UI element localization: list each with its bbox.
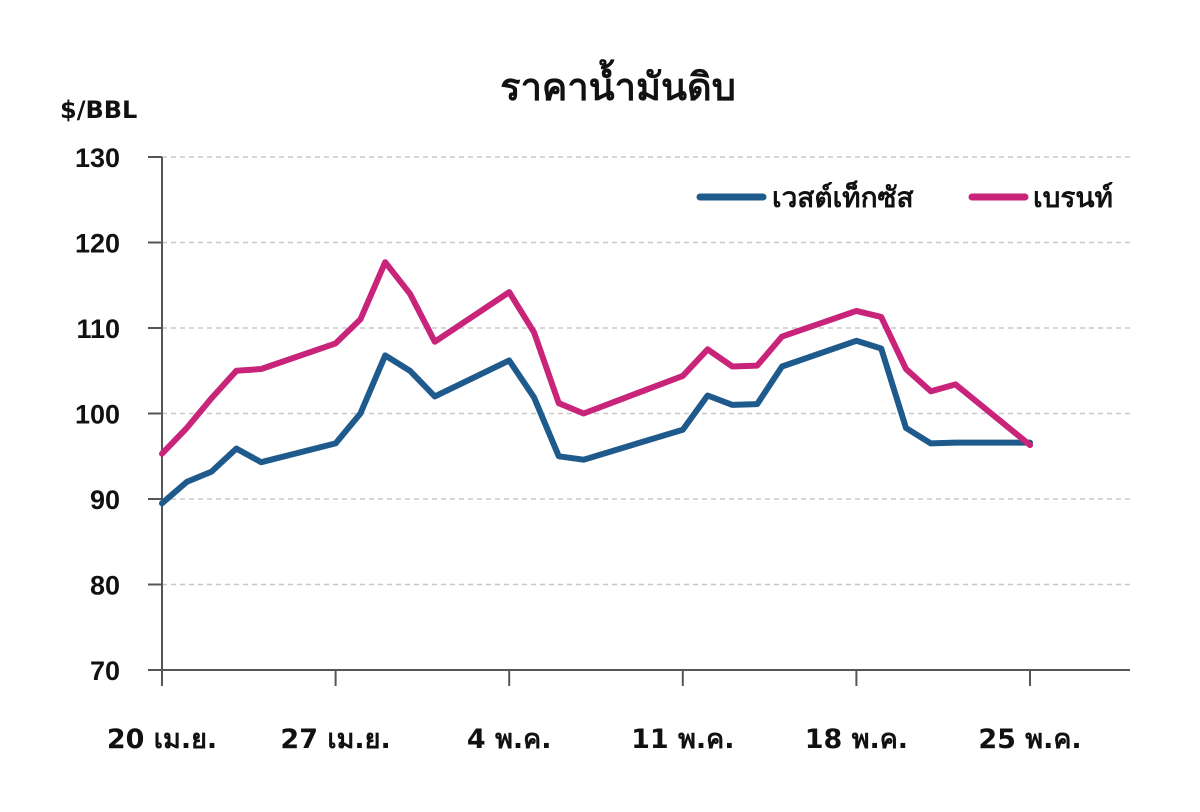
x-tick-label: 20 เม.ย. bbox=[107, 724, 217, 755]
x-axis-tick-labels: 20 เม.ย. 27 เม.ย. 4 พ.ค. 11 พ.ค. 18 พ.ค. 25 พ… bbox=[107, 724, 1082, 755]
x-tick-label: 4 พ.ค. bbox=[467, 724, 552, 755]
x-tick-label: 11 พ.ค. bbox=[631, 724, 734, 755]
y-tick-label: 110 bbox=[76, 314, 120, 344]
legend: เวสต์เท็กซัส เบรนท์ bbox=[696, 180, 1113, 214]
x-tick-label: 27 เม.ย. bbox=[280, 724, 390, 755]
axes bbox=[148, 156, 1130, 686]
y-tick-label: 70 bbox=[90, 656, 120, 686]
y-axis-tick-labels: 70 80 90 100 110 120 130 bbox=[75, 143, 120, 686]
x-tick-label: 25 พ.ค. bbox=[978, 724, 1081, 755]
y-tick-label: 130 bbox=[75, 143, 120, 173]
gridlines bbox=[162, 156, 1130, 586]
legend-label-brent: เบรนท์ bbox=[1033, 181, 1113, 214]
chart-title: ราคาน้ำมันดิบ bbox=[500, 59, 736, 109]
y-tick-label: 90 bbox=[90, 485, 120, 515]
y-tick-label: 120 bbox=[75, 229, 120, 259]
series-line-west-texas bbox=[159, 337, 1033, 507]
y-tick-label: 80 bbox=[90, 571, 120, 601]
legend-label-west-texas: เวสต์เท็กซัส bbox=[772, 180, 915, 214]
x-tick-label: 18 พ.ค. bbox=[805, 724, 908, 755]
series-line-brent bbox=[159, 259, 1033, 457]
y-axis-unit-label: $/BBL bbox=[60, 96, 137, 124]
series-lines bbox=[159, 259, 1033, 507]
y-tick-label: 100 bbox=[75, 400, 120, 430]
